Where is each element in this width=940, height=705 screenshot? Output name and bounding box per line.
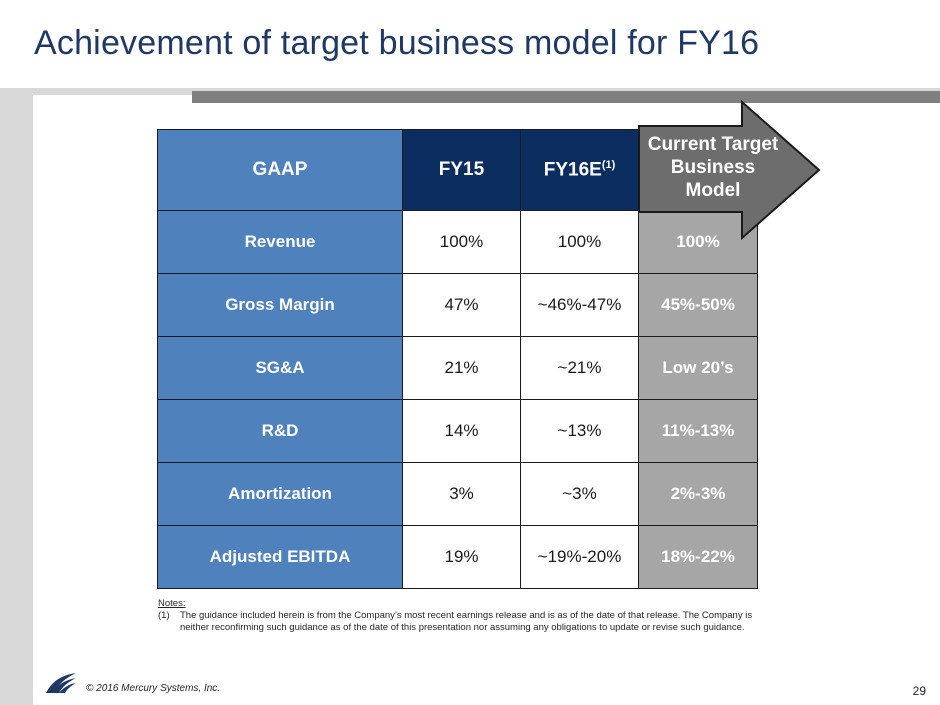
cell-fy16e: ~3% [520, 462, 639, 526]
cell-target: 100% [638, 210, 758, 274]
header-fy16e-footnote: (1) [601, 158, 616, 171]
cell-fy15: 3% [402, 462, 521, 526]
cell-target: 18%-22% [638, 525, 758, 589]
cell-target: 11%-13% [638, 399, 758, 463]
cell-fy16e: ~46%-47% [520, 273, 639, 337]
copyright: © 2016 Mercury Systems, Inc. [86, 683, 221, 694]
table-row: Gross Margin 47% ~46%-47% 45%-50% [157, 273, 758, 337]
note-number: (1) [158, 610, 170, 621]
table-row: R&D 14% ~13% 11%-13% [157, 399, 758, 463]
row-label: Amortization [157, 462, 403, 526]
header-gaap: GAAP [157, 129, 403, 211]
note-text: The guidance included herein is from the… [180, 610, 753, 633]
cell-fy15: 14% [402, 399, 521, 463]
header-fy16e-text: FY16E [543, 159, 602, 181]
top-rule-dark [192, 91, 940, 103]
row-label: SG&A [157, 336, 403, 400]
cell-target: 45%-50% [638, 273, 758, 337]
header-fy15: FY15 [402, 129, 521, 211]
cell-target: 2%-3% [638, 462, 758, 526]
page-title: Achievement of target business model for… [34, 24, 760, 62]
notes: Notes: (1) The guidance included herein … [158, 598, 778, 634]
cell-fy16e: ~13% [520, 399, 639, 463]
mercury-logo-icon [46, 673, 76, 693]
table-row: Amortization 3% ~3% 2%-3% [157, 462, 758, 526]
cell-fy15: 100% [402, 210, 521, 274]
cell-fy16e: ~19%-20% [520, 525, 639, 589]
cell-fy15: 47% [402, 273, 521, 337]
target-label-line-3: Model [685, 180, 741, 201]
table-row: Adjusted EBITDA 19% ~19%-20% 18%-22% [157, 525, 758, 589]
cell-fy15: 19% [402, 525, 521, 589]
row-label: Gross Margin [157, 273, 403, 337]
table-row: SG&A 21% ~21% Low 20’s [157, 336, 758, 400]
row-label: Adjusted EBITDA [157, 525, 403, 589]
row-label: R&D [157, 399, 403, 463]
cell-fy16e: 100% [520, 210, 639, 274]
left-band [0, 93, 33, 705]
note-item: (1) The guidance included herein is from… [158, 610, 778, 634]
cell-target: Low 20’s [638, 336, 758, 400]
target-arrow-icon [638, 100, 821, 240]
target-label-line-2: Business [670, 157, 756, 178]
business-model-table: GAAP FY15 FY16E(1) Revenue 100% 100% 100% Gr… [157, 129, 758, 589]
target-label-line-1: Current Target [647, 134, 779, 155]
target-arrow-label: Current Target Business Model [640, 133, 786, 202]
cell-fy15: 21% [402, 336, 521, 400]
cell-fy16e: ~21% [520, 336, 639, 400]
table-row: Revenue 100% 100% 100% [157, 210, 758, 274]
notes-heading: Notes: [158, 598, 186, 609]
row-label: Revenue [157, 210, 403, 274]
page-number: 29 [912, 684, 926, 698]
header-fy16e: FY16E(1) [520, 129, 639, 211]
